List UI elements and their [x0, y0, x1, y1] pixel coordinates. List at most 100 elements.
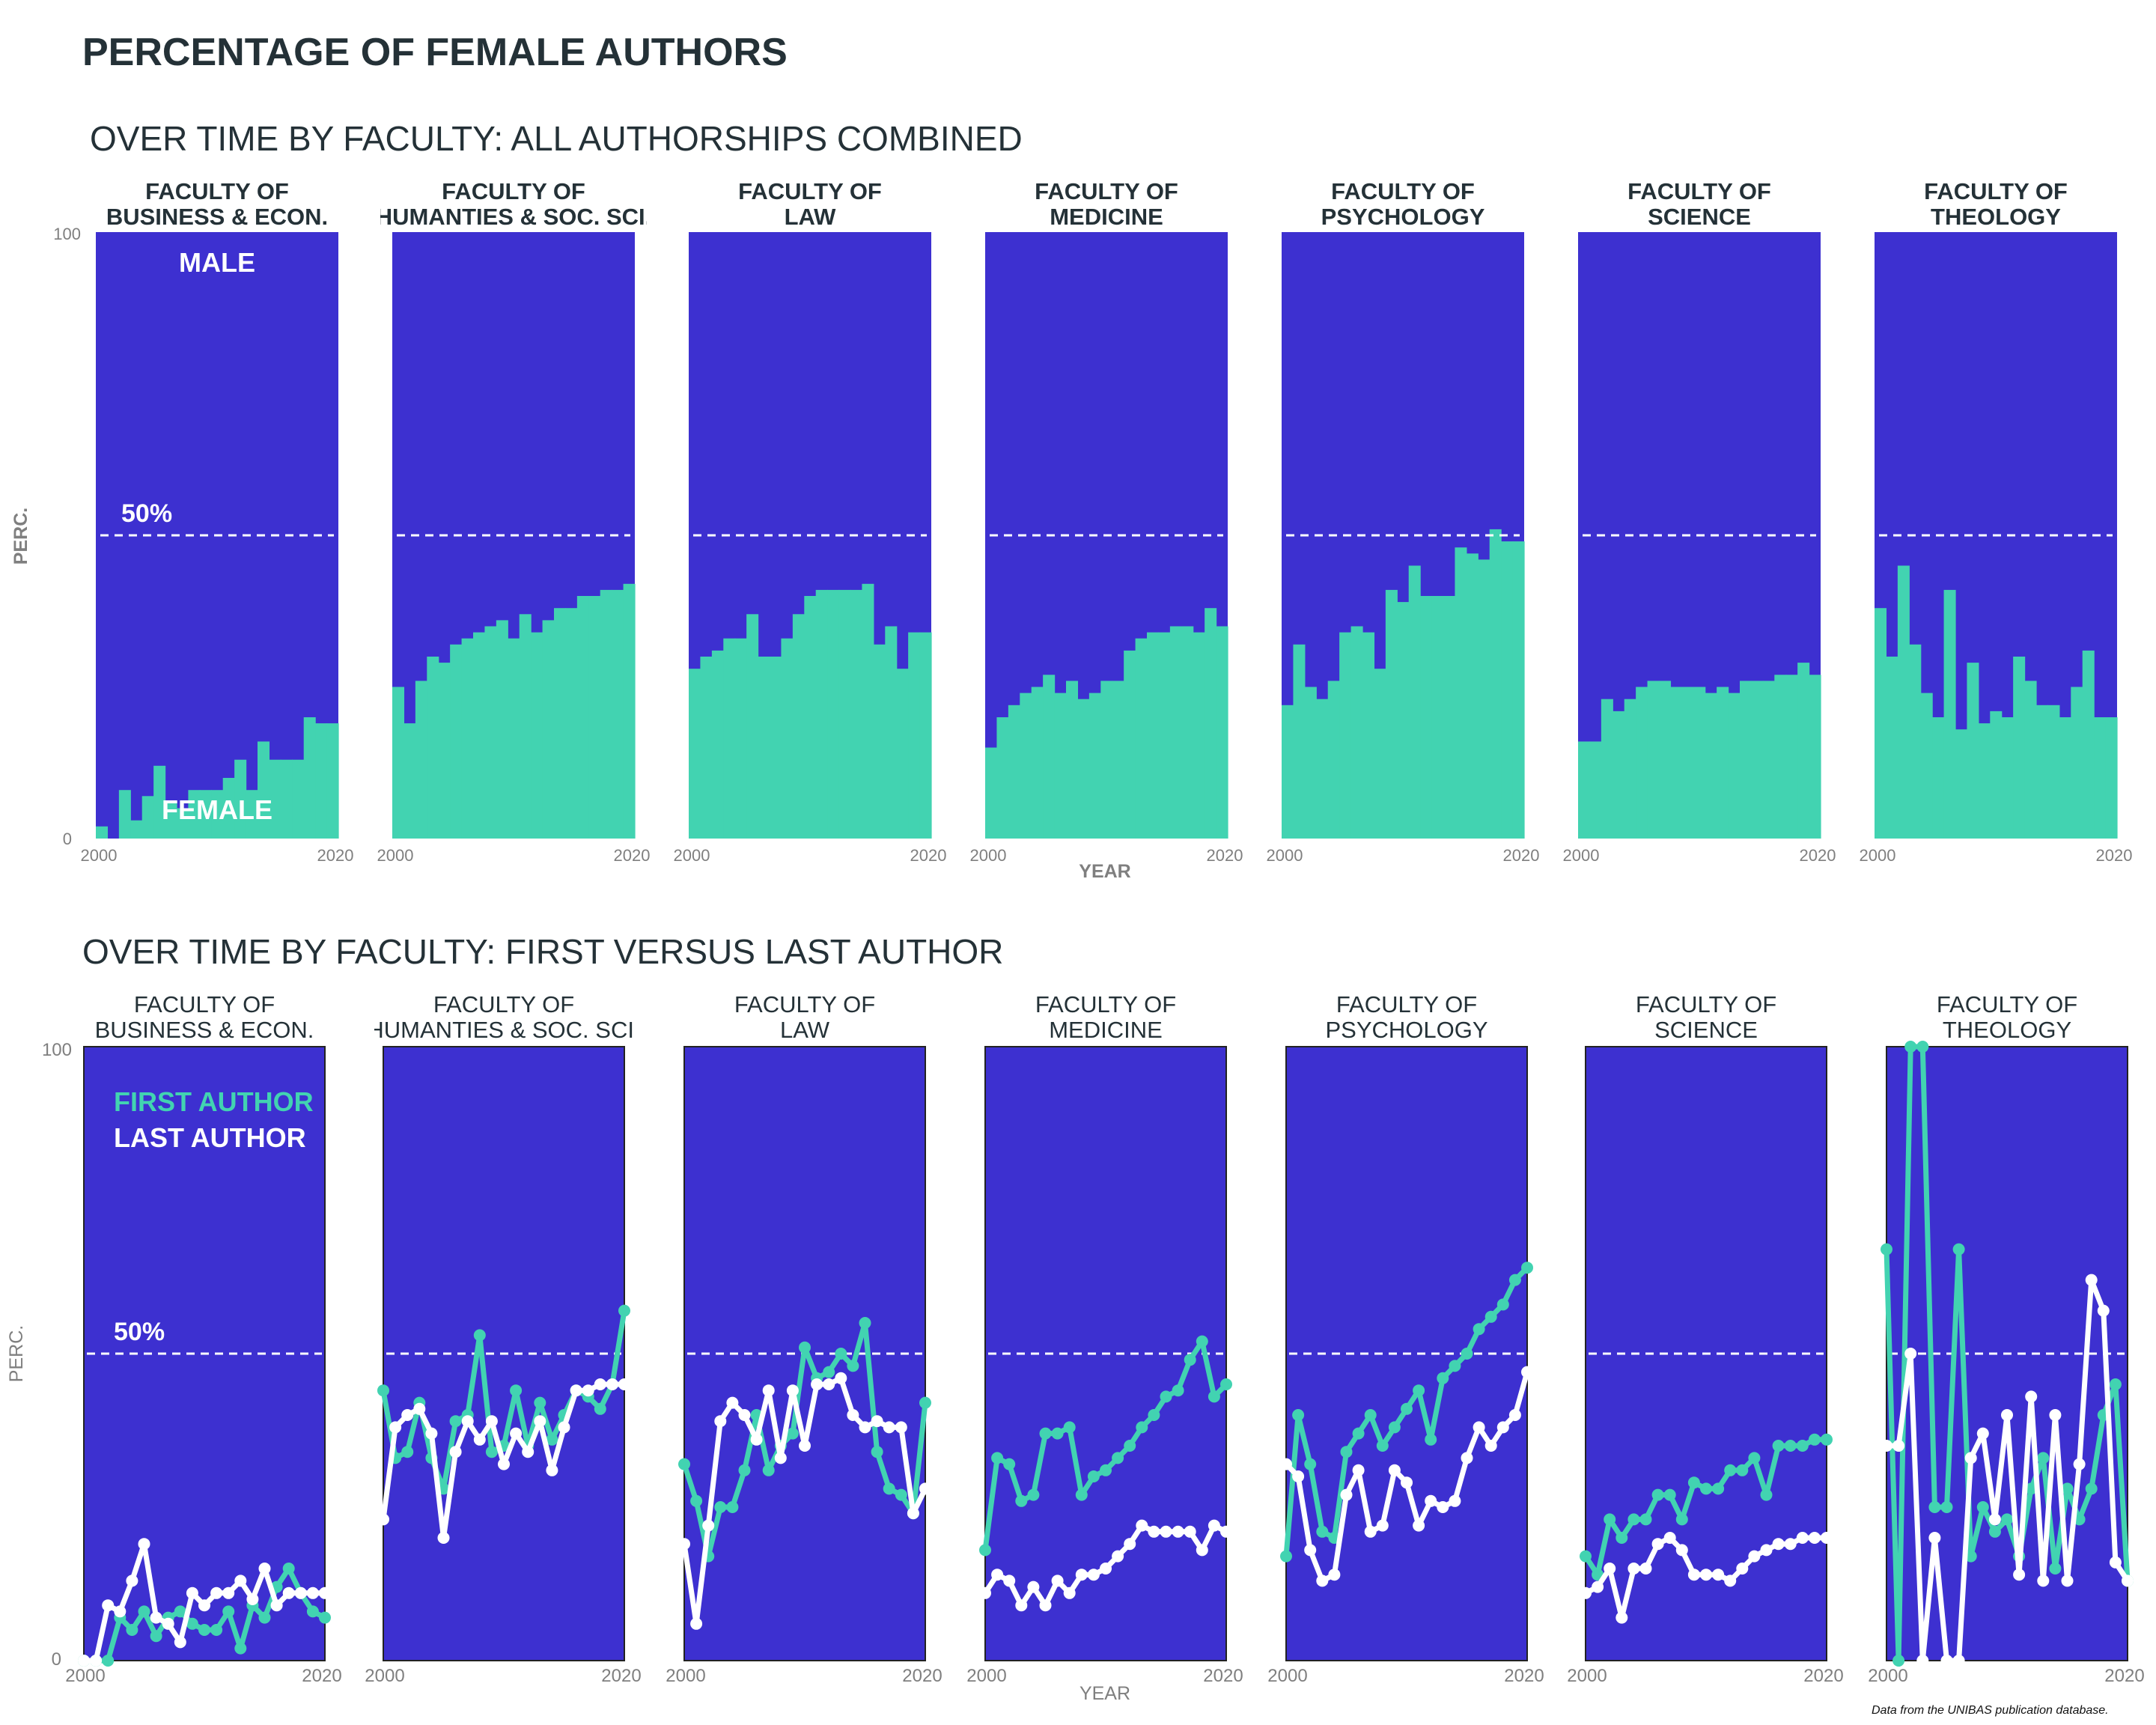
first-author-point [895, 1488, 907, 1501]
last-author-point [979, 1586, 991, 1599]
last-author-point [1124, 1538, 1136, 1551]
facet-title: SCIENCE [1648, 204, 1751, 230]
last-author-point [1473, 1421, 1485, 1434]
x-tick-label: 2000 [970, 846, 1007, 865]
last-author-point [1675, 1544, 1688, 1557]
last-author-point [690, 1617, 703, 1630]
first-author-point [2025, 1482, 2038, 1495]
first-author-point [473, 1329, 486, 1342]
x-tick-label: 2020 [910, 846, 947, 865]
facet-title: FACULTY OF [734, 991, 875, 1017]
last-author-point [1881, 1440, 1892, 1452]
first-author-point [1112, 1452, 1124, 1464]
last-author-point [1521, 1366, 1533, 1378]
x-tick-label: 2000 [1267, 846, 1303, 865]
female-bar [1088, 693, 1101, 839]
last-author-point [401, 1409, 414, 1421]
facet-title: FACULTY OF [1924, 178, 2068, 204]
female-bar [1659, 681, 1672, 839]
last-author-point [1700, 1569, 1712, 1581]
first-author-point [1461, 1348, 1473, 1360]
last-author-point [1772, 1538, 1785, 1551]
female-bar [1100, 681, 1113, 839]
first-author-point [234, 1642, 247, 1655]
last-author-point [377, 1513, 389, 1526]
last-author-point [859, 1421, 871, 1434]
facet-title: PSYCHOLOGY [1325, 1017, 1487, 1043]
first-author-point [678, 1458, 690, 1470]
female-bar [234, 759, 247, 839]
last-author-point [570, 1384, 582, 1397]
female-bar [508, 638, 520, 839]
x-tick-label: 2020 [1803, 1666, 1843, 1686]
facet-title: FACULTY OF [1331, 178, 1475, 204]
first-author-point [1748, 1452, 1761, 1464]
last-author-point [883, 1421, 895, 1434]
facet-title: HUMANTIES & SOC. SCI. [376, 204, 652, 230]
first-author-point [1364, 1409, 1377, 1421]
first-author-point [1821, 1433, 1833, 1446]
female-bar [1670, 687, 1683, 839]
first-author-point [2061, 1482, 2074, 1495]
source-note: Data from the UNIBAS publication databas… [1872, 1704, 2109, 1717]
female-bar [177, 808, 189, 839]
female-bar [1501, 541, 1514, 839]
female-bar [862, 583, 874, 839]
last-author-point [594, 1378, 606, 1390]
last-author-point [1340, 1488, 1353, 1501]
x-tick-label: 2020 [1504, 1666, 1544, 1686]
female-bar [2071, 687, 2083, 839]
female-bar [1205, 608, 1217, 839]
first-author-point [1904, 1041, 1917, 1053]
last-author-point [461, 1415, 474, 1428]
female-bar [2036, 705, 2049, 839]
first-author-point [1172, 1384, 1184, 1397]
first-author-point [258, 1611, 271, 1624]
female-bar [1489, 529, 1502, 839]
first-author-point [1304, 1458, 1317, 1470]
last-author-point [234, 1575, 247, 1587]
last-author-point [1784, 1538, 1797, 1551]
last-author-point [1724, 1575, 1737, 1587]
first-author-point [1976, 1501, 1989, 1513]
facet-title: HUMANTIES & SOC. SCI. [367, 1017, 640, 1043]
female-bar [1397, 602, 1410, 839]
first-author-point [1220, 1378, 1232, 1390]
first-author-point [1651, 1488, 1664, 1501]
first-author-point [1388, 1421, 1401, 1434]
female-bar [415, 681, 427, 839]
first-author-point [714, 1501, 727, 1513]
female-bar [885, 626, 898, 839]
female-bar [1990, 711, 2003, 839]
female-bar [2024, 681, 2037, 839]
x-tick-label: 2000 [666, 1666, 705, 1686]
female-bar [188, 790, 201, 839]
female-bar [1774, 675, 1787, 839]
first-author-point [306, 1605, 319, 1618]
last-author-point [1172, 1525, 1184, 1538]
female-bar [623, 583, 636, 839]
last-author-point [2061, 1575, 2074, 1587]
female-bar [1443, 596, 1456, 839]
last-author-point [102, 1599, 115, 1612]
first-author-point [979, 1544, 991, 1557]
last-author-point [2001, 1409, 2013, 1421]
first-author-point [1784, 1440, 1797, 1452]
facet-title: BUSINESS & ECON. [95, 1017, 314, 1043]
female-bar [985, 747, 998, 839]
male-label: MALE [179, 247, 255, 278]
female-bar [1624, 699, 1636, 839]
last-author-point [1508, 1409, 1521, 1421]
female-bar [450, 644, 463, 839]
last-author-point [1627, 1563, 1640, 1575]
first-author-point [1401, 1402, 1413, 1415]
last-author-point [1821, 1532, 1833, 1544]
female-bar [1282, 705, 1294, 839]
female-bar [1809, 675, 1821, 839]
last-author-point [1928, 1532, 1941, 1544]
last-author-point [1316, 1575, 1329, 1587]
first-author-point [1627, 1513, 1640, 1526]
first-author-point [1808, 1433, 1821, 1446]
last-author-point [1580, 1586, 1592, 1599]
last-author-point [1796, 1532, 1809, 1544]
